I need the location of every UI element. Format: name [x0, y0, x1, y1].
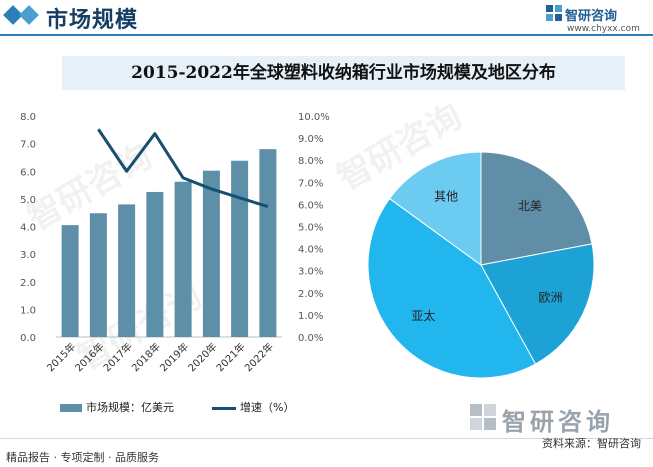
pie-slice — [480, 151, 593, 266]
bar — [61, 225, 79, 337]
footer-source: 资料来源：智研咨询 — [542, 437, 641, 450]
footer-logo: 智研咨询 — [468, 402, 648, 436]
bar — [202, 170, 220, 337]
y-axis-tick-label: 7.0 — [20, 140, 36, 151]
legend-bar-swatch — [60, 404, 82, 412]
header-title: 市场规模 — [46, 8, 139, 33]
legend-line-label: 增速（%） — [240, 401, 295, 414]
pie-slice — [367, 197, 537, 379]
footer-logo-name: 智研咨询 — [502, 408, 614, 436]
y2-axis-tick-label: 0.0% — [298, 333, 323, 344]
logo-url: www.chyxx.com — [567, 24, 640, 34]
y2-axis-tick-label: 8.0% — [298, 156, 323, 167]
y2-axis-tick-label: 1.0% — [298, 311, 323, 322]
growth-line — [97, 128, 269, 209]
y2-axis-tick-label: 4.0% — [298, 245, 323, 256]
y-axis-tick-label: 8.0 — [20, 112, 36, 123]
logo-mark-icon — [546, 5, 562, 21]
y2-axis-tick-label: 6.0% — [298, 200, 323, 211]
bar — [259, 149, 277, 337]
page-header: 市场规模 — [0, 0, 653, 36]
bar — [118, 204, 136, 337]
pie-slice — [388, 151, 482, 266]
pie-slice — [480, 243, 595, 365]
chart-title: 2015-2022年全球塑料收纳箱行业市场规模及地区分布 — [131, 63, 556, 83]
footer-tagline: 精品报告 · 专项定制 · 品质服务 — [6, 451, 159, 464]
footer-rule — [0, 438, 653, 439]
header-rule — [0, 34, 653, 36]
y2-axis-tick-label: 2.0% — [298, 289, 323, 300]
bar — [89, 213, 107, 337]
brand-logo: 智研咨询 www.chyxx.com — [545, 4, 641, 36]
legend-line-swatch — [212, 407, 236, 410]
footer-logo-mark-icon — [470, 404, 496, 430]
bar — [231, 160, 249, 337]
y-axis-tick-label: 1.0 — [20, 305, 36, 316]
y-axis-tick-label: 2.0 — [20, 278, 36, 289]
bar — [146, 191, 164, 337]
y-axis-tick-label: 3.0 — [20, 250, 36, 261]
pie-slice-label: 亚太 — [411, 308, 435, 323]
y2-axis-tick-label: 3.0% — [298, 267, 323, 278]
y-axis-tick-label: 5.0 — [20, 195, 36, 206]
legend-bar-label: 市场规模：亿美元 — [86, 401, 174, 414]
y2-axis-tick-label: 9.0% — [298, 134, 323, 145]
y-axis-tick-label: 4.0 — [20, 223, 36, 234]
pie-slice-label: 其他 — [434, 190, 458, 204]
y-axis-tick-label: 0.0 — [20, 333, 36, 344]
y-axis-tick-label: 6.0 — [20, 167, 36, 178]
logo-name: 智研咨询 — [565, 9, 618, 24]
y2-axis-tick-label: 10.0% — [298, 112, 330, 123]
pie-slice-label: 欧洲 — [539, 291, 563, 305]
chart-title-band: 2015-2022年全球塑料收纳箱行业市场规模及地区分布 — [62, 56, 625, 90]
y2-axis-tick-label: 7.0% — [298, 178, 323, 189]
bar — [174, 181, 192, 337]
y2-axis-tick-label: 5.0% — [298, 223, 323, 234]
pie-slice-label: 北美 — [518, 199, 542, 213]
